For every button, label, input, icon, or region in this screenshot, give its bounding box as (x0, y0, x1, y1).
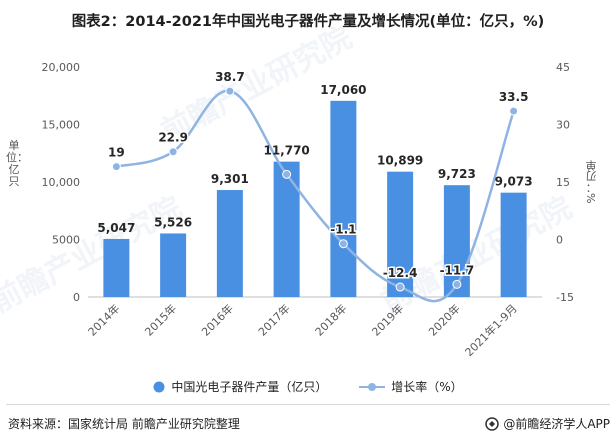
y-right-tick-label: -15 (556, 291, 574, 304)
bar-data-label: 17,060 (320, 83, 366, 97)
bar-data-label: 5,047 (97, 221, 135, 235)
bar (273, 161, 300, 297)
chart-title: 图表2：2014-2021年中国光电子器件产量及增长情况(单位：亿只，%) (71, 14, 545, 30)
bar-data-label: 9,723 (438, 167, 476, 181)
line-point (225, 86, 235, 96)
legend-bar-label: 中国光电子器件产量（亿只） (171, 380, 328, 394)
line-point (282, 169, 292, 179)
line-point (168, 147, 178, 157)
bar (443, 185, 470, 297)
bar (160, 233, 187, 297)
bar (103, 238, 130, 297)
line-data-label: -1.1 (330, 223, 356, 237)
y-left-tick-label: 20,000 (42, 61, 81, 74)
y-left-tick-label: 15,000 (42, 119, 81, 132)
brand: @前瞻经济学人APP (485, 415, 610, 432)
line-data-label: 33.5 (499, 90, 529, 104)
y-axis-left-label: 单位：亿只 (6, 139, 28, 188)
bar-data-label: 9,301 (211, 172, 249, 186)
line-point (452, 279, 462, 289)
legend-bar-marker (153, 381, 165, 392)
line-point (509, 106, 519, 116)
x-tick-label: 2014年 (85, 301, 122, 338)
x-tick-label: 2021年1-9月 (462, 301, 520, 359)
bar-data-label: 9,073 (495, 175, 533, 189)
line-point (395, 282, 405, 292)
footer-divider (6, 404, 610, 405)
y-right-tick-label: 30 (556, 119, 570, 132)
bar (387, 171, 414, 297)
brand-logo-icon (485, 416, 500, 431)
bar-data-label: 10,899 (377, 154, 423, 168)
legend-item-bar: 中国光电子器件产量（亿只） (153, 378, 327, 395)
legend-line-marker (359, 382, 386, 391)
y-right-tick-label: 0 (556, 234, 563, 247)
growth-line (116, 89, 515, 303)
x-tick-label: 2017年 (255, 301, 292, 338)
line-data-label: -11.7 (440, 263, 475, 277)
line-point (111, 162, 121, 172)
line-data-label: 22.9 (158, 131, 188, 145)
x-tick-label: 2016年 (199, 301, 236, 338)
line-data-label: -12.4 (383, 266, 418, 280)
bar-data-label: 5,526 (154, 215, 192, 229)
y-left-tick-label: 5000 (52, 234, 80, 247)
y-left-tick-label: 10,000 (42, 176, 81, 189)
bar (330, 100, 357, 297)
y-right-tick-label: 45 (556, 61, 570, 74)
legend: 中国光电子器件产量（亿只） 增长率（%） (0, 378, 616, 396)
brand-label: @前瞻经济学人APP (503, 417, 610, 431)
source-note: 资料来源：国家统计局 前瞻产业研究院整理 (8, 417, 240, 431)
legend-line-label: 增长率（%） (391, 380, 463, 394)
y-right-tick-label: 15 (556, 176, 570, 189)
x-tick-label: 2015年 (142, 301, 179, 338)
combo-chart: 0 5000 10,000 15,000 20,000 -15 0 15 30 45 2014年 20… (42, 61, 574, 359)
legend-item-line: 增长率（%） (359, 378, 463, 395)
y-left-tick-label: 0 (73, 291, 80, 304)
x-tick-label: 2019年 (369, 301, 406, 338)
x-tick-label: 2018年 (312, 301, 349, 338)
bar (500, 192, 527, 297)
bar (216, 190, 243, 297)
y-axis-right-label: %：刃单 (585, 160, 598, 204)
bar-data-label: 11,770 (263, 144, 309, 158)
line-data-label: 19 (108, 146, 125, 160)
line-point (338, 239, 348, 249)
line-data-label: 38.7 (215, 70, 245, 84)
x-tick-label: 2020年 (426, 301, 463, 338)
